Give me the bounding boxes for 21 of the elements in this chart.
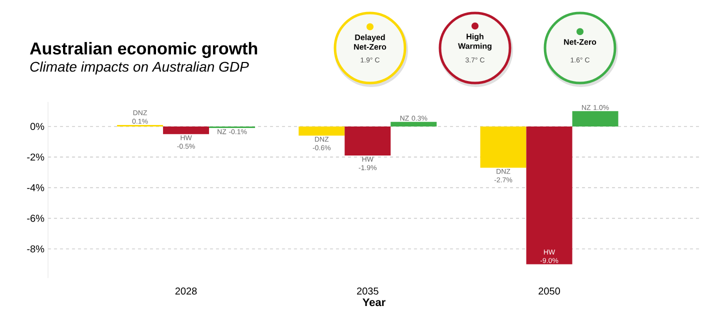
x-tick-label: 2050 bbox=[538, 288, 560, 295]
bar bbox=[298, 126, 345, 136]
y-tick-label: -8% bbox=[27, 245, 44, 252]
bar bbox=[526, 126, 572, 264]
x-axis-title: Year bbox=[362, 298, 386, 306]
chart-subtitle: Climate impacts on Australian GDP bbox=[30, 61, 249, 75]
x-tick-label: 2035 bbox=[357, 288, 378, 295]
chart-title: Australian economic growth bbox=[30, 42, 258, 58]
x-tick-label: 2028 bbox=[175, 288, 197, 295]
bar bbox=[163, 126, 210, 134]
y-tick-label: 0% bbox=[30, 122, 44, 130]
y-tick-label: -2% bbox=[27, 154, 44, 161]
bar bbox=[344, 126, 391, 156]
bar bbox=[572, 111, 618, 126]
legend-label: High Warming bbox=[458, 33, 492, 50]
y-tick-label: -4% bbox=[27, 184, 44, 192]
bar bbox=[480, 126, 526, 168]
legend-label: Delayed Net-Zero bbox=[354, 34, 386, 50]
bar bbox=[390, 122, 437, 126]
legend-label: Net-Zero bbox=[564, 39, 596, 45]
y-tick-label: -6% bbox=[27, 214, 44, 222]
